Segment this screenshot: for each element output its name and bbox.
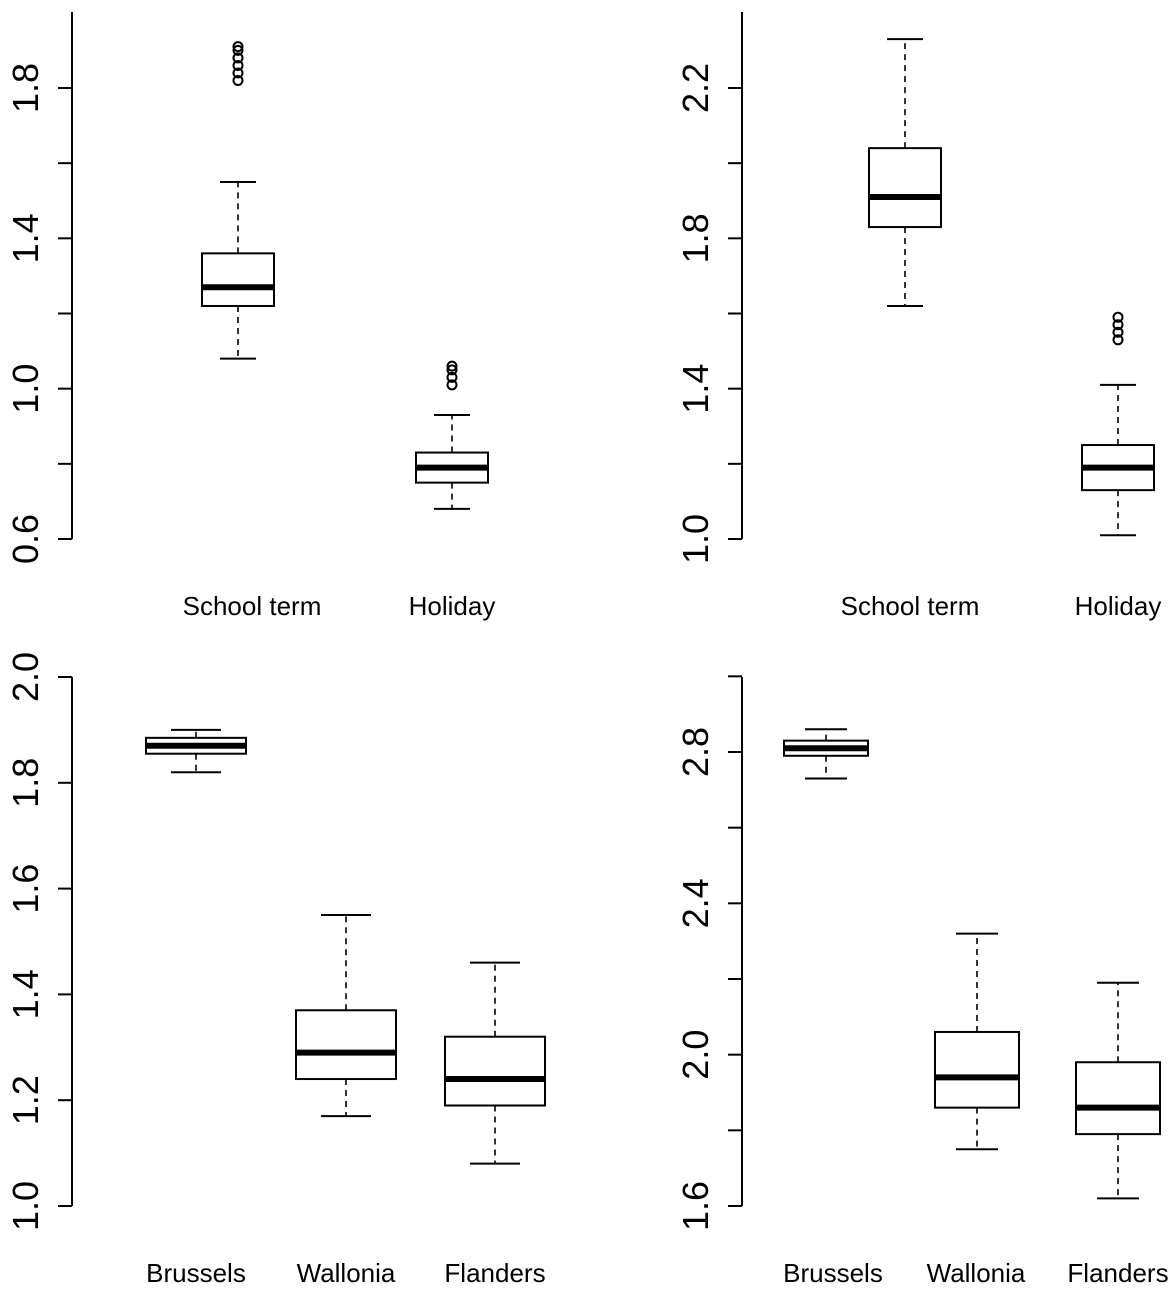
x-category-label: Flanders	[1067, 1258, 1168, 1288]
outlier-point	[1112, 311, 1124, 323]
y-tick-label: 2.0	[675, 1030, 716, 1080]
boxplot-holiday	[1081, 311, 1155, 537]
outlier-point	[446, 360, 458, 372]
x-category-label: Holiday	[1075, 591, 1162, 621]
x-category-label: Flanders	[444, 1258, 545, 1288]
y-tick-label: 2.0	[5, 652, 46, 702]
outlier-point	[446, 364, 458, 376]
boxplot-flanders	[1075, 981, 1161, 1200]
y-tick-label: 1.4	[5, 213, 46, 263]
panel-bottom-left: 1.0 1.2 1.4 1.6 1.8 2.0 Brussels Wallonia Flande…	[5, 652, 546, 1288]
y-tick-label: 1.2	[5, 1075, 46, 1125]
boxplot-flanders	[444, 961, 546, 1165]
iqr-box	[444, 1035, 546, 1107]
outlier-point	[232, 52, 244, 64]
y-tick-label: 0.6	[5, 514, 46, 564]
iqr-box	[868, 147, 942, 229]
outlier-point	[232, 59, 244, 71]
iqr-box	[934, 1030, 1020, 1109]
panel-bottom-right: 1.6 2.0 2.4 2.8 Brussels Wallonia Flanders	[675, 675, 1169, 1288]
y-tick-label: 1.0	[5, 364, 46, 414]
outlier-point	[1112, 326, 1124, 338]
iqr-box	[295, 1009, 397, 1081]
outlier-point	[446, 379, 458, 391]
y-tick-label: 1.8	[5, 758, 46, 808]
outlier-point	[232, 67, 244, 79]
x-category-label: School term	[183, 591, 322, 621]
y-tick-label: 1.8	[5, 63, 46, 113]
y-tick-label: 1.4	[675, 364, 716, 414]
panel-top-right: 1.0 1.4 1.8 2.2 School term Holiday	[675, 12, 1161, 621]
boxplot-brussels	[783, 728, 869, 780]
y-tick-label: 1.0	[675, 514, 716, 564]
boxplot-school-term	[201, 41, 275, 360]
y-tick-label: 1.8	[675, 213, 716, 263]
y-tick-label: 1.6	[675, 1181, 716, 1231]
boxplot-holiday	[415, 360, 489, 510]
iqr-box	[1075, 1061, 1161, 1136]
y-tick-label: 1.6	[5, 864, 46, 914]
panel-top-left: 0.6 1.0 1.4 1.8 School term Holiday	[5, 12, 495, 621]
y-tick-label: 2.8	[675, 727, 716, 777]
y-tick-label: 2.4	[675, 878, 716, 928]
boxplot-school-term	[868, 38, 942, 307]
y-tick-label: 1.0	[5, 1181, 46, 1231]
boxplot-wallonia	[295, 914, 397, 1118]
x-category-label: School term	[841, 591, 980, 621]
outlier-point	[1112, 319, 1124, 331]
x-category-label: Wallonia	[297, 1258, 396, 1288]
outlier-point	[232, 74, 244, 86]
y-tick-label: 2.2	[675, 63, 716, 113]
iqr-box	[201, 252, 275, 307]
outlier-point	[232, 44, 244, 56]
outlier-point	[446, 371, 458, 383]
x-category-label: Brussels	[146, 1258, 246, 1288]
y-tick-label: 1.4	[5, 969, 46, 1019]
x-category-label: Wallonia	[927, 1258, 1026, 1288]
boxplot-brussels	[145, 728, 247, 774]
outlier-point	[1112, 334, 1124, 346]
boxplot-wallonia	[934, 932, 1020, 1151]
outlier-point	[232, 41, 244, 53]
x-category-label: Holiday	[409, 591, 496, 621]
x-category-label: Brussels	[783, 1258, 883, 1288]
